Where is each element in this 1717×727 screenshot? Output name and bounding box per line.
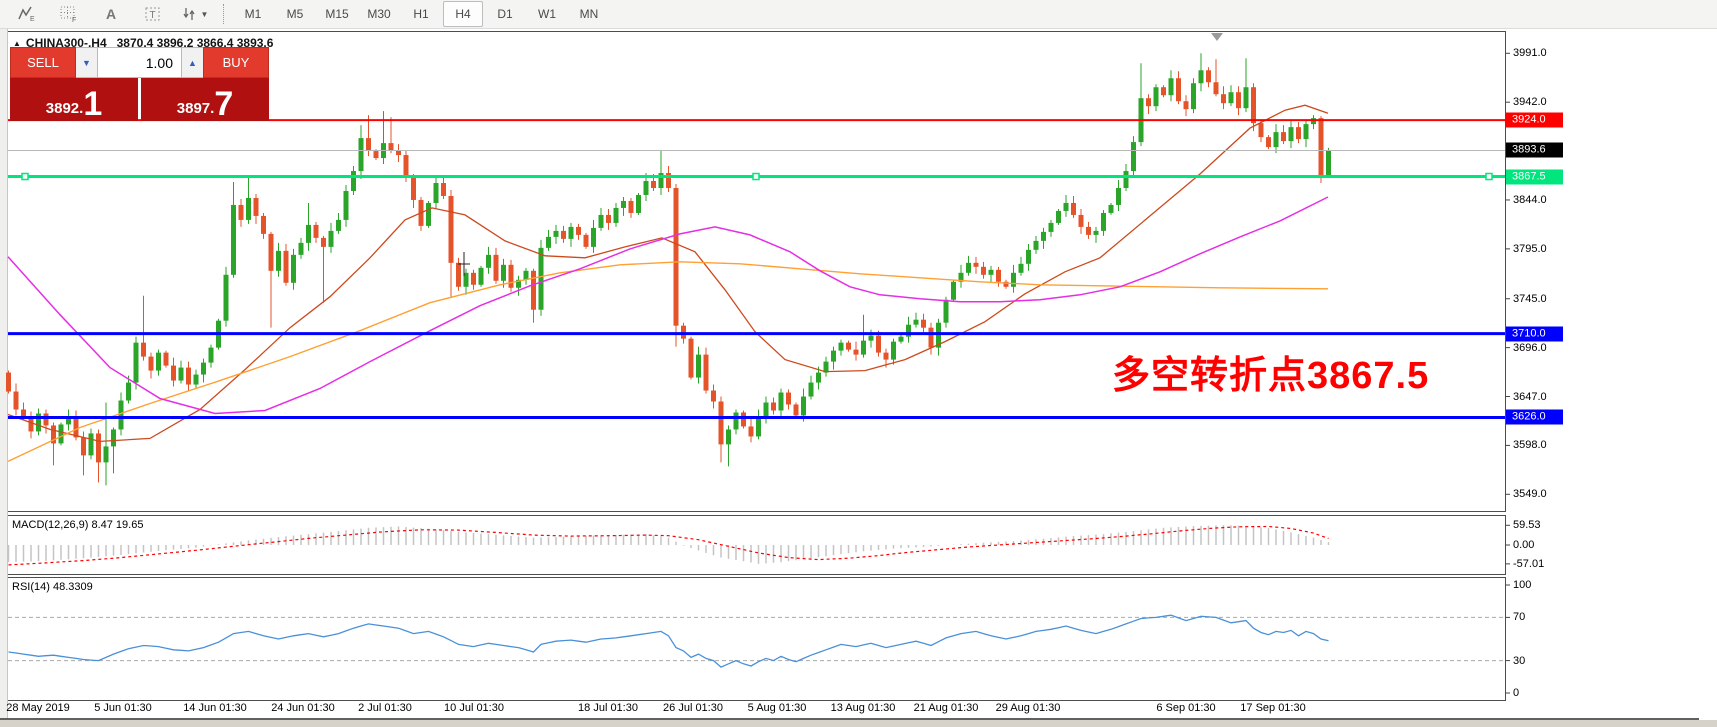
rsi-tick-0: 0 xyxy=(1513,687,1520,699)
time-axis[interactable]: 28 May 2019 5 Jun 01:30 14 Jun 01:30 24 Jun… xyxy=(6,702,1506,718)
svg-text:T: T xyxy=(150,10,156,21)
rsi-panel[interactable] xyxy=(7,577,1506,701)
timeframe-button-M5[interactable]: M5 xyxy=(286,7,304,21)
date-tick: 10 Jul 01:30 xyxy=(444,702,504,714)
chart-symbol-period: CHINA300-,H4 xyxy=(25,36,107,50)
sell-price-quote[interactable]: 3892. 1 xyxy=(10,78,138,121)
timeframe-button-H4[interactable]: H4 xyxy=(443,1,483,27)
sell-price-main: 3892 xyxy=(45,100,80,117)
timeframe-button-M1[interactable]: M1 xyxy=(244,7,262,21)
date-tick: 26 Jul 01:30 xyxy=(663,702,723,714)
date-tick: 2 Jul 01:30 xyxy=(358,702,412,714)
date-tick: 29 Aug 01:30 xyxy=(995,702,1061,714)
date-tick: 21 Aug 01:30 xyxy=(913,702,979,714)
trendline-price-badge: 3867.5 xyxy=(1506,169,1563,185)
indicators-button[interactable]: E xyxy=(7,1,47,27)
chevron-down-icon: ▼ xyxy=(200,9,209,19)
timeframe-button-M30[interactable]: M30 xyxy=(367,7,391,21)
price-tick-3745.0: 3745.0 xyxy=(1513,292,1547,305)
text-label-button[interactable]: A xyxy=(91,1,131,27)
chart-ohlc-values: 3870.4 3896.2 3866.4 3893.6 xyxy=(116,36,274,50)
volume-input[interactable]: 1.00 xyxy=(97,47,182,78)
one-click-trading-widget: SELL ▼ 1.00 ▲ BUY 3892. 1 3897. 7 xyxy=(10,47,269,121)
timeframe-group: M1 M5 M15 M30 H1 H4 D1 W1 MN xyxy=(232,1,610,27)
date-tick: 5 Aug 01:30 xyxy=(747,702,807,714)
timeframe-button-M15[interactable]: M15 xyxy=(325,7,349,21)
price-tick-3647.0: 3647.0 xyxy=(1513,390,1547,403)
buy-price-big-digit: 7 xyxy=(214,85,234,124)
macd-tick-0.00: 0.00 xyxy=(1513,539,1535,551)
timeframe-button-W1[interactable]: W1 xyxy=(538,7,556,21)
price-axis[interactable]: 3991.0 3942.0 3844.0 3795.0 3745.0 3696.0 3647… xyxy=(1506,31,1717,717)
macd-panel[interactable] xyxy=(7,515,1506,575)
timeframe-button-H1[interactable]: H1 xyxy=(413,7,429,21)
left-window-edge xyxy=(0,29,8,720)
timeframe-button-D1[interactable]: D1 xyxy=(497,7,513,21)
price-tick-3696.0: 3696.0 xyxy=(1513,341,1547,354)
rsi-tick-30: 30 xyxy=(1513,654,1526,667)
toolbar-separator xyxy=(223,4,225,24)
volume-decrease-button[interactable]: ▼ xyxy=(76,47,97,78)
bottom-window-strip xyxy=(0,720,1717,727)
date-tick: 6 Sep 01:30 xyxy=(1156,702,1216,714)
bottom-window-border xyxy=(0,718,1699,720)
date-tick: 17 Sep 01:30 xyxy=(1240,702,1306,714)
price-tick-3991.0: 3991.0 xyxy=(1513,47,1547,60)
chart-annotation-text: 多空转折点3867.5 xyxy=(1112,355,1430,397)
price-tick-3942.0: 3942.0 xyxy=(1513,96,1547,109)
blue-line-price-badge: 3710.0 xyxy=(1506,326,1563,342)
text-box-button[interactable]: T xyxy=(133,1,173,27)
collapse-arrow-icon: ▲ xyxy=(13,39,21,48)
volume-increase-button[interactable]: ▲ xyxy=(182,47,203,78)
date-tick: 14 Jun 01:30 xyxy=(183,702,247,714)
text-box-icon: T xyxy=(144,6,162,22)
rsi-tick-100: 100 xyxy=(1513,579,1532,591)
current-price-badge: 3893.6 xyxy=(1506,142,1563,158)
text-label-icon: A xyxy=(105,6,117,22)
indicators-icon: E xyxy=(18,6,36,22)
grid-button[interactable]: F xyxy=(49,1,89,27)
sell-price-big-digit: 1 xyxy=(83,85,103,124)
macd-tick--57.01: -57.01 xyxy=(1513,557,1545,570)
macd-indicator-label: MACD(12,26,9) 8.47 19.65 xyxy=(12,519,144,531)
rsi-tick-70: 70 xyxy=(1513,611,1526,624)
price-tick-3598.0: 3598.0 xyxy=(1513,439,1547,452)
red-line-price-badge: 3924.0 xyxy=(1506,112,1563,128)
price-tick-3795.0: 3795.0 xyxy=(1513,242,1547,255)
date-tick: 13 Aug 01:30 xyxy=(830,702,896,714)
grid-icon: F xyxy=(60,6,78,22)
date-tick: 28 May 2019 xyxy=(6,702,70,714)
date-tick: 24 Jun 01:30 xyxy=(271,702,335,714)
chart-title: ▲ CHINA300-,H4 3870.4 3896.2 3866.4 3893.6 xyxy=(13,36,273,50)
date-tick: 18 Jul 01:30 xyxy=(578,702,638,714)
svg-text:E: E xyxy=(30,16,35,22)
rsi-indicator-label: RSI(14) 48.3309 xyxy=(12,581,93,593)
macd-tick-59.53: 59.53 xyxy=(1513,519,1541,532)
price-tick-3844.0: 3844.0 xyxy=(1513,193,1547,206)
buy-button[interactable]: BUY xyxy=(203,47,269,78)
svg-text:F: F xyxy=(72,17,76,22)
buy-price-main: 3897 xyxy=(176,100,211,117)
blue-line-price-badge: 3626.0 xyxy=(1506,409,1563,425)
cycle-lines-icon xyxy=(182,6,198,22)
price-tick-3549.0: 3549.0 xyxy=(1513,488,1547,501)
main-toolbar: E F A T ▼ M1 M5 M15 M30 H1 H4 D1 W1 MN xyxy=(0,0,1717,29)
cycle-lines-button[interactable]: ▼ xyxy=(175,1,215,27)
timeframe-button-MN[interactable]: MN xyxy=(579,7,599,21)
date-tick: 5 Jun 01:30 xyxy=(94,702,152,714)
sell-button[interactable]: SELL xyxy=(10,47,76,78)
buy-price-quote[interactable]: 3897. 7 xyxy=(141,78,269,121)
